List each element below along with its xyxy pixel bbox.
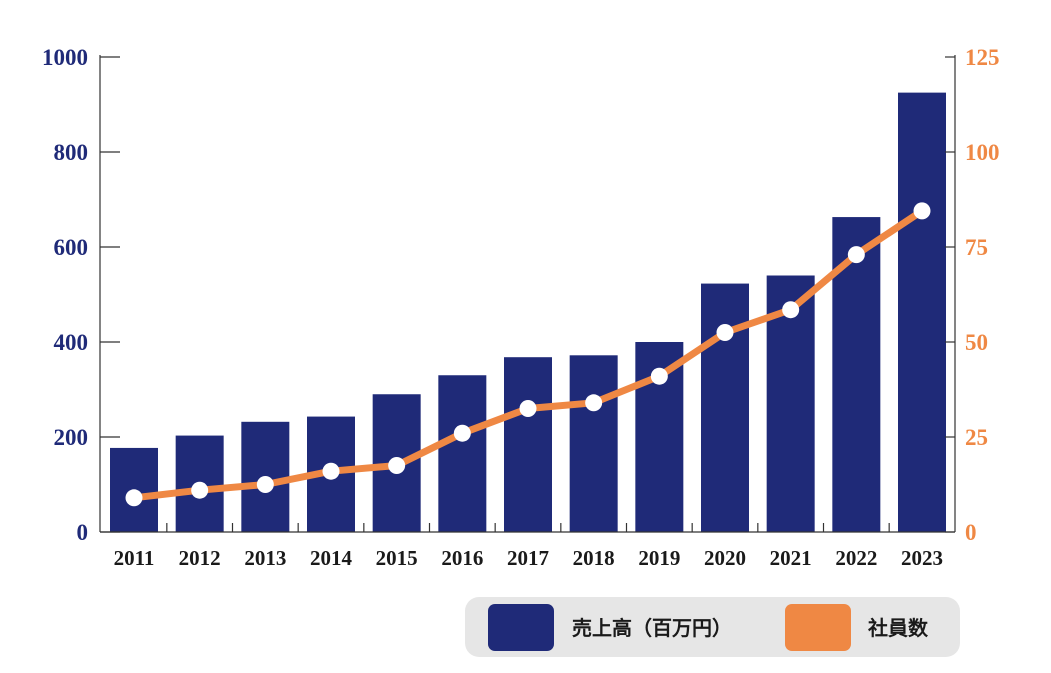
employees-point-2017 [519, 400, 537, 417]
x-tick-label-2023: 2023 [901, 546, 943, 570]
x-tick-label-2012: 2012 [179, 546, 221, 570]
y-left-tick-label-400: 400 [54, 330, 89, 355]
employees-point-2014 [322, 462, 340, 480]
x-tick-label-2018: 2018 [573, 546, 615, 570]
x-tick-label-2021: 2021 [770, 546, 812, 570]
y-left-tick-label-0: 0 [77, 520, 89, 545]
legend-label-employees: 社員数 [867, 616, 929, 640]
x-tick-label-2014: 2014 [310, 546, 353, 570]
employees-point-2023 [913, 202, 931, 220]
employees-point-2013 [256, 476, 274, 493]
y-right-tick-label-25: 25 [965, 425, 988, 450]
employees-point-2019 [650, 367, 668, 385]
y-right-tick-label-100: 100 [965, 140, 1000, 165]
legend-swatch-sales [488, 604, 554, 651]
x-tick-label-2015: 2015 [376, 546, 418, 570]
y-right-tick-label-75: 75 [965, 235, 988, 260]
y-right-tick-label-50: 50 [965, 330, 988, 355]
x-tick-label-2013: 2013 [244, 546, 286, 570]
legend: 売上高（百万円） 社員数 [465, 597, 960, 657]
employees-point-2020 [716, 324, 734, 341]
plot-area: 0 200 400 600 800 1000 0 25 50 75 100 125 2011 2012 20… [42, 45, 1000, 570]
employees-point-2012 [191, 481, 209, 499]
employees-point-2015 [388, 457, 406, 474]
x-tick-label-2020: 2020 [704, 546, 746, 570]
bar-2018 [569, 355, 618, 532]
x-tick-label-2011: 2011 [114, 546, 155, 570]
bar-2020 [701, 283, 749, 532]
x-tick-label-2022: 2022 [835, 546, 877, 570]
x-tick-label-2017: 2017 [507, 546, 549, 570]
y-left-tick-label-1000: 1000 [42, 45, 88, 70]
x-tick-label-2019: 2019 [638, 546, 680, 570]
y-left-tick-label-800: 800 [54, 140, 89, 165]
y-right-tick-label-0: 0 [965, 520, 977, 545]
employees-point-2018 [585, 394, 603, 412]
legend-label-sales: 売上高（百万円） [572, 616, 732, 640]
legend-swatch-employees [785, 604, 851, 651]
y-left-tick-label-600: 600 [54, 235, 89, 260]
employees-point-2016 [453, 424, 471, 442]
y-left-tick-label-200: 200 [54, 425, 89, 450]
employees-point-2022 [847, 246, 865, 264]
bar-2023 [898, 92, 946, 532]
bar-2016 [438, 375, 487, 532]
y-right-tick-label-125: 125 [965, 45, 1000, 70]
employees-point-2021 [782, 301, 800, 319]
employees-point-2011 [125, 489, 143, 507]
x-tick-label-2016: 2016 [441, 546, 483, 570]
bar-2017 [504, 357, 552, 532]
